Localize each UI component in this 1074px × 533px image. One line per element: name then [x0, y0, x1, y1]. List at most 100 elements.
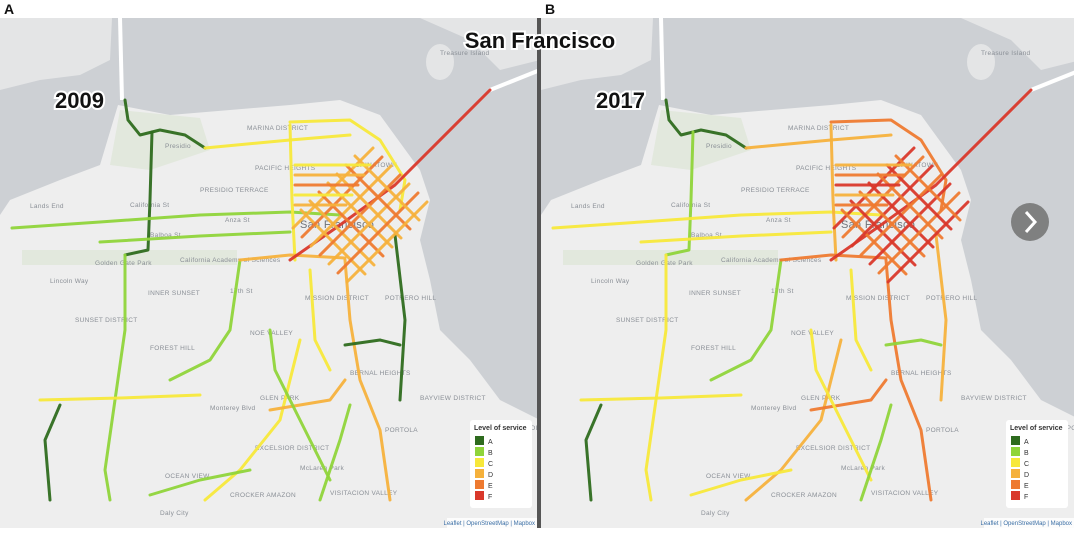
panel-letter: A [4, 1, 14, 17]
road-segment [859, 403, 893, 502]
map-label: CHINATOWN [896, 162, 938, 169]
map-label: MARINA DISTRICT [788, 125, 849, 132]
road-segment [288, 123, 297, 262]
map-label: Presidio [165, 143, 191, 150]
legend-swatch [1011, 436, 1020, 445]
legend-box [1006, 420, 1068, 508]
legend-swatch [1011, 447, 1020, 456]
map-label: Anza St [225, 217, 250, 224]
legend-label: A [1024, 439, 1029, 446]
golden-gate-park [22, 250, 237, 265]
map-label: EXCELSIOR DISTRICT [796, 445, 870, 452]
bridge [118, 18, 124, 101]
panel-letter: B [545, 1, 555, 17]
map-label: PRESIDIO TERRACE [200, 187, 269, 194]
map-label: Daly City [160, 510, 189, 517]
road-segment [664, 98, 748, 150]
road-segment [123, 130, 154, 257]
map-label: Anza St [766, 217, 791, 224]
map-label: POTRERO HILL [926, 295, 977, 302]
map-label: 17th St [771, 288, 794, 295]
attribution: Leaflet | OpenStreetMap | Mapbox [443, 521, 535, 527]
map-label: Lands End [571, 203, 605, 210]
legend-swatch [475, 469, 484, 478]
road-segment [579, 393, 743, 402]
road-segment [639, 230, 833, 244]
map-label: BAYVIEW DISTRICT [961, 395, 1027, 402]
map-label: BAYVIEW DISTRICT [420, 395, 486, 402]
map-label: McLaren Park [841, 465, 886, 472]
map-label: Daly City [701, 510, 730, 517]
map-label: VISITACION VALLEY [330, 490, 398, 497]
map-label: POTRERO HILL [385, 295, 436, 302]
map-label: California Academy of Sciences [180, 257, 281, 264]
map-label: GLEN PARK [260, 395, 300, 402]
map-label: PORTOLA [926, 427, 959, 434]
map-label: Lincoln Way [50, 278, 89, 285]
map-label: Lands End [30, 203, 64, 210]
map-label: Treasure Island [440, 50, 490, 57]
road-segment [238, 253, 347, 262]
header-strip [0, 0, 1074, 18]
map-label: CROCKER AMAZON [230, 492, 296, 499]
year-label: 2009 [55, 88, 104, 113]
next-button[interactable] [1011, 203, 1049, 241]
road-segment [849, 268, 873, 372]
legend-swatch [475, 436, 484, 445]
bridge [659, 18, 665, 101]
legend-label: D [1024, 472, 1029, 479]
road-segment [664, 130, 695, 257]
road-segment [644, 253, 668, 502]
attribution-bg [447, 518, 537, 528]
map-label: McLaren Park [300, 465, 345, 472]
map-label: FOREST HILL [150, 345, 195, 352]
legend-label: C [1024, 461, 1029, 468]
legend-title: Level of service [1010, 425, 1063, 432]
marin-land [0, 18, 112, 90]
bay-bridge [489, 69, 537, 92]
map-label: MISSION DISTRICT [846, 295, 910, 302]
map-label: BERNAL HEIGHTS [891, 370, 952, 377]
road-segment [744, 133, 893, 150]
attribution-bg [984, 518, 1074, 528]
road-segment [689, 468, 793, 497]
map-label: OCEAN VIEW [165, 473, 210, 480]
map-label: Monterey Blvd [751, 405, 797, 412]
road-segment [894, 154, 962, 222]
legend-swatch [475, 447, 484, 456]
road-segment [123, 98, 207, 150]
road-segment [353, 154, 421, 222]
road-segment [43, 403, 62, 502]
road-segment [884, 258, 933, 502]
legend-title: Level of service [474, 425, 527, 432]
map-label: FOREST HILL [691, 345, 736, 352]
map-label: 17th St [230, 288, 253, 295]
road-segment [203, 338, 302, 502]
map-label: PRESIDIO TERRACE [741, 187, 810, 194]
attribution: Leaflet | OpenStreetMap | Mapbox [980, 521, 1072, 527]
figure-title: San Francisco [465, 28, 615, 53]
map-label: California Academy of Sciences [721, 257, 822, 264]
map-label: Presidio [706, 143, 732, 150]
map-label: OCEAN VIEW [706, 473, 751, 480]
map-label: BERNAL HEIGHTS [350, 370, 411, 377]
road-segment [148, 468, 252, 497]
panels: Lands End Presidio MARINA DISTRICT PACIFIC … [0, 18, 1074, 528]
marin-land [541, 18, 653, 90]
road-segment [709, 258, 783, 382]
map-label: Balboa St [150, 232, 181, 239]
legend-swatch [475, 458, 484, 467]
legend-swatch [1011, 469, 1020, 478]
map-label: Treasure Island [981, 50, 1031, 57]
road-segment [343, 258, 392, 502]
road-segment [38, 393, 202, 402]
road-segment [98, 230, 292, 244]
road-segment [393, 233, 407, 402]
map-label: CROCKER AMAZON [771, 492, 837, 499]
legend-label: B [488, 450, 493, 457]
legend-swatch [1011, 491, 1020, 500]
map-label: CHINATOWN [355, 162, 397, 169]
map-label: Balboa St [691, 232, 722, 239]
legend-swatch [1011, 480, 1020, 489]
road-segment [809, 378, 888, 412]
